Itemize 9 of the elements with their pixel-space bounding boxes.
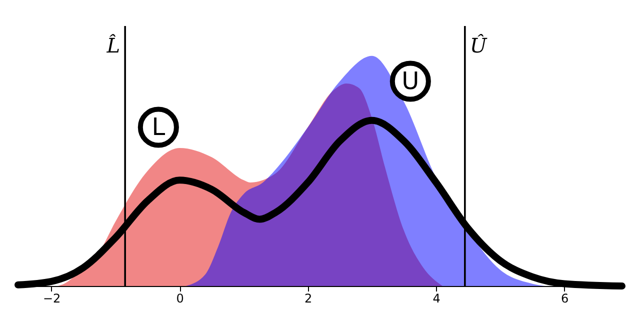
ref-line-label: Û: [470, 34, 488, 58]
x-tick-label: −2: [42, 292, 61, 306]
annotation: U: [402, 67, 420, 96]
x-tick-label: 2: [304, 292, 312, 306]
x-tick-label: 6: [560, 292, 569, 306]
annotation: L: [152, 113, 166, 142]
ref-line-label: L̂: [106, 34, 120, 58]
x-tick-label: 4: [432, 292, 440, 306]
x-tick-label: 0: [176, 292, 184, 306]
